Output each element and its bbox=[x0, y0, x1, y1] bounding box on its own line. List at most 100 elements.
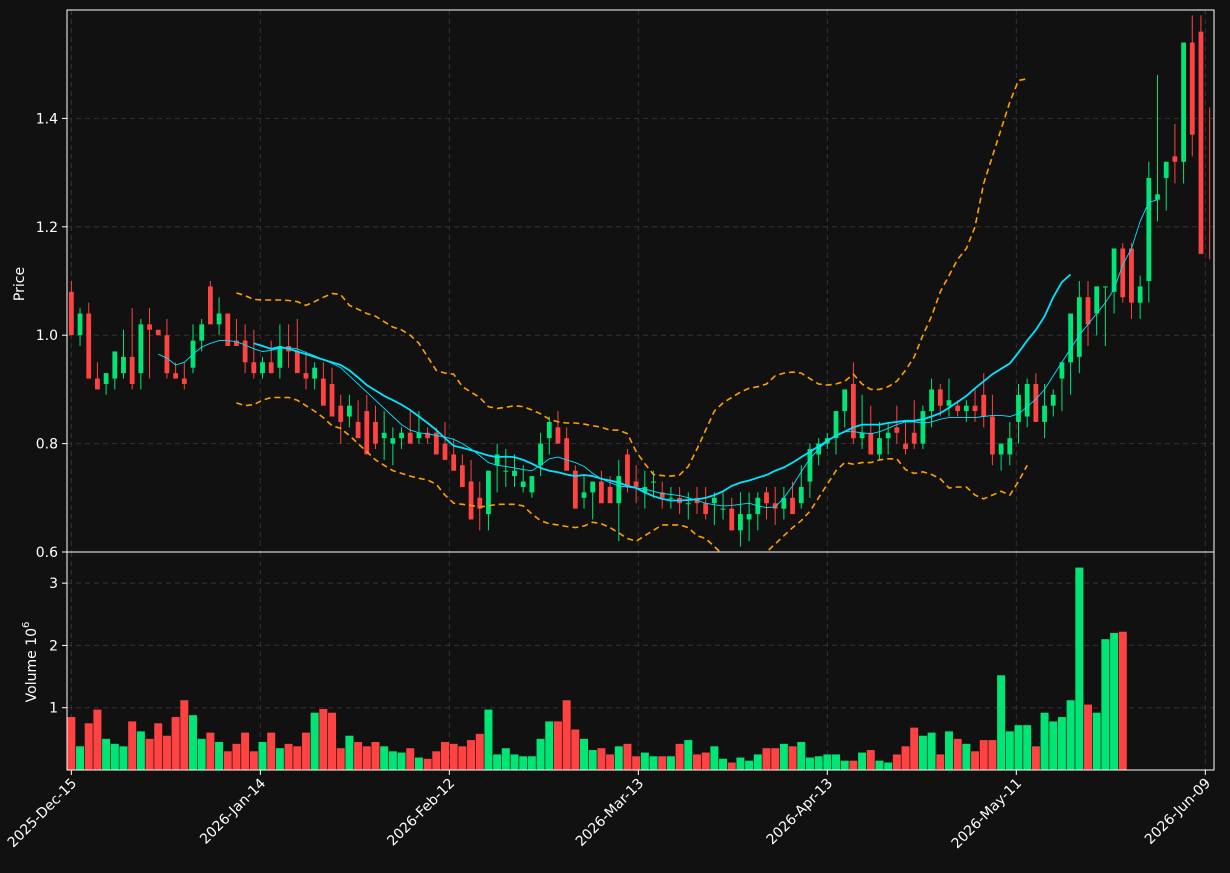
candle-body bbox=[981, 394, 987, 417]
volume-bar bbox=[510, 754, 519, 770]
candle-body bbox=[347, 405, 352, 417]
candle-body bbox=[729, 508, 735, 531]
volume-bar bbox=[884, 762, 893, 770]
volume-bar bbox=[171, 717, 180, 770]
volume-bar bbox=[249, 751, 258, 770]
volume-bar bbox=[971, 751, 980, 770]
candle-body bbox=[685, 503, 691, 505]
volume-bar bbox=[901, 746, 910, 770]
volume-bar bbox=[536, 738, 545, 770]
candle-body bbox=[416, 432, 422, 439]
candle-body bbox=[703, 503, 709, 515]
candle-body bbox=[451, 454, 457, 471]
candle-body bbox=[764, 492, 769, 504]
candle-body bbox=[381, 432, 387, 439]
candle-body bbox=[1094, 286, 1100, 314]
volume-bar bbox=[745, 760, 754, 770]
candle-body bbox=[407, 432, 413, 444]
volume-bar bbox=[128, 721, 137, 770]
ma-slow-line bbox=[253, 273, 1072, 502]
volume-bar bbox=[1084, 704, 1093, 770]
candle-body bbox=[1198, 31, 1204, 254]
candle-body bbox=[772, 503, 778, 509]
volume-bar bbox=[467, 740, 476, 770]
candle-body bbox=[138, 324, 144, 374]
candle-body bbox=[1068, 313, 1074, 363]
candle-body bbox=[225, 313, 231, 347]
candle-body bbox=[868, 432, 874, 455]
candle-body bbox=[1189, 42, 1195, 135]
volume-bar bbox=[580, 738, 589, 770]
candle-body bbox=[616, 476, 622, 504]
candle-body bbox=[155, 329, 161, 336]
candle-body bbox=[512, 470, 517, 477]
volume-bar bbox=[215, 741, 224, 770]
volume-y-ticks: 1 2 3 bbox=[49, 576, 67, 717]
volume-bars bbox=[67, 567, 1127, 770]
price-axis-label: Price bbox=[12, 267, 28, 301]
volume-bar bbox=[936, 754, 945, 770]
candle-body bbox=[459, 465, 465, 487]
volume-bar bbox=[1005, 731, 1014, 770]
candle-body bbox=[946, 400, 952, 406]
candle-body bbox=[911, 432, 917, 444]
volume-bar bbox=[623, 743, 632, 770]
candle-body bbox=[468, 481, 474, 520]
volume-bar bbox=[475, 733, 484, 770]
candle-body bbox=[564, 438, 570, 471]
candle-body bbox=[720, 508, 726, 510]
candle-body bbox=[581, 492, 587, 498]
candle-body bbox=[1181, 42, 1186, 162]
volume-bar bbox=[701, 752, 710, 770]
volume-bar bbox=[371, 741, 380, 770]
candle-body bbox=[1016, 394, 1021, 422]
candle-body bbox=[546, 421, 552, 439]
volume-axis-label-text: Volume 10 bbox=[24, 628, 40, 702]
candle-body bbox=[320, 378, 326, 406]
volume-bar bbox=[814, 756, 823, 770]
candle-body bbox=[798, 486, 804, 504]
candle-body bbox=[242, 340, 248, 363]
candle-body bbox=[1163, 161, 1169, 179]
volume-bar bbox=[301, 732, 310, 770]
candle-body bbox=[651, 481, 656, 483]
candle-body bbox=[920, 411, 926, 444]
price-lines bbox=[158, 78, 1158, 552]
price-y-tick-label: 0.8 bbox=[36, 437, 58, 453]
candle-body bbox=[1155, 194, 1160, 200]
volume-grid bbox=[67, 552, 1214, 770]
candle-body bbox=[738, 514, 743, 531]
candle-body bbox=[599, 481, 604, 504]
volume-bar bbox=[440, 741, 449, 770]
volume-bar bbox=[406, 748, 415, 770]
volume-panel-frame bbox=[66, 551, 1215, 771]
volume-bar bbox=[1092, 712, 1101, 770]
volume-bar bbox=[875, 760, 884, 770]
candle-body bbox=[1172, 156, 1178, 162]
volume-bar bbox=[197, 738, 206, 770]
volume-bar bbox=[267, 732, 276, 770]
volume-bar bbox=[545, 721, 554, 770]
candle-body bbox=[990, 416, 995, 455]
volume-bar bbox=[362, 746, 371, 770]
candle-body bbox=[147, 324, 152, 330]
candle-body bbox=[1111, 248, 1117, 292]
volume-bar bbox=[319, 708, 328, 770]
candle-body bbox=[937, 389, 943, 406]
volume-y-tick-label: 2 bbox=[49, 638, 58, 654]
volume-bar bbox=[684, 740, 693, 770]
candle-body bbox=[607, 486, 613, 504]
volume-bar bbox=[710, 746, 719, 770]
volume-bar bbox=[1014, 725, 1023, 770]
volume-bar bbox=[1040, 712, 1049, 770]
volume-bar bbox=[823, 754, 832, 770]
candle-body bbox=[781, 497, 787, 509]
volume-bar bbox=[588, 750, 597, 770]
candle-body bbox=[668, 497, 674, 499]
volume-bar bbox=[414, 757, 423, 770]
volume-bar bbox=[1023, 725, 1032, 770]
candle-body bbox=[659, 492, 665, 498]
volume-bar bbox=[310, 712, 319, 770]
volume-bar bbox=[76, 746, 85, 770]
candle-body bbox=[477, 497, 483, 509]
